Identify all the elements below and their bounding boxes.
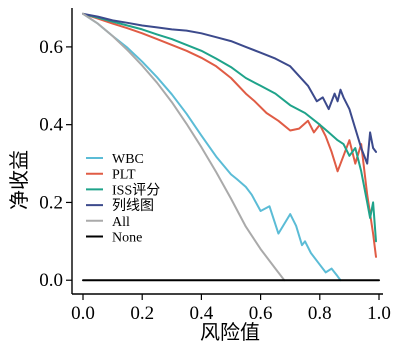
x-axis-title: 风险值 — [200, 320, 260, 344]
x-tick-label-3: 0.6 — [249, 303, 273, 324]
legend-label-5: None — [112, 231, 142, 246]
x-tick-label-4: 0.8 — [308, 303, 332, 324]
x-tick-label-1: 0.2 — [130, 303, 154, 324]
y-tick-label-1: 0.2 — [39, 192, 63, 213]
legend-label-4: All — [112, 215, 130, 230]
legend-label-3: 列线图 — [112, 198, 154, 214]
y-tick-label-2: 0.4 — [39, 115, 63, 136]
series-line-3 — [82, 12, 377, 165]
series-line-4 — [82, 12, 286, 282]
x-tick-label-2: 0.4 — [190, 303, 214, 324]
y-tick-label-0: 0.0 — [39, 270, 63, 291]
series-line-0 — [82, 12, 342, 282]
y-tick-label-3: 0.6 — [39, 37, 63, 58]
series-layer — [82, 12, 380, 282]
series-line-1 — [82, 12, 377, 258]
series-line-2 — [82, 12, 377, 243]
x-tick-label-5: 1.0 — [367, 303, 391, 324]
legend-label-1: PLT — [112, 168, 136, 183]
ticks-layer: 0.0 0.2 0.4 0.6 0.8 1.0 0.0 0.2 0.4 0.6 — [39, 37, 391, 324]
y-axis-title: 净收益 — [7, 150, 31, 210]
x-tick-label-0: 0.0 — [71, 303, 95, 324]
legend-label-0: WBC — [112, 152, 144, 167]
legend-label-2: ISS评分 — [112, 182, 160, 198]
